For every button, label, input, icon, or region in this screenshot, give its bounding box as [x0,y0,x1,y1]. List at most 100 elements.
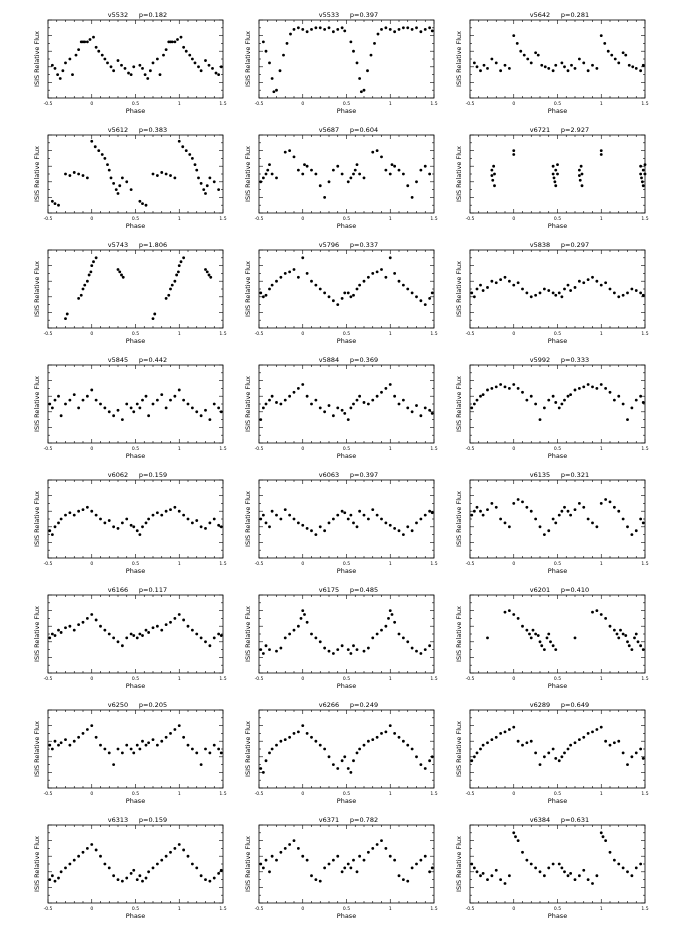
data-point [512,725,516,729]
data-point [77,735,81,739]
data-point [301,724,305,727]
data-point [182,848,186,852]
data-point [283,150,287,154]
data-point [323,866,327,870]
data-point [586,878,590,881]
data-point [406,525,410,529]
data-point [99,402,102,406]
data-point [292,155,296,159]
data-point [292,27,296,31]
data-point [490,502,494,505]
data-point [591,63,594,67]
data-point [217,406,221,410]
data-point [107,866,111,870]
panel-star-id: v5743 [108,241,128,249]
data-point [279,402,283,406]
data-point [343,866,347,870]
data-point [197,176,200,180]
data-point [147,870,151,874]
data-point [261,771,265,774]
data-point [401,533,405,536]
data-point [59,414,63,418]
data-point [349,866,353,870]
x-axis-label: Phase [337,797,356,805]
data-point [475,870,479,874]
data-point [283,508,287,512]
data-point [362,743,366,747]
data-point [534,51,538,55]
panel-period: p=0.249 [350,701,378,709]
x-tick-label: 0.5 [132,676,139,682]
data-point [336,854,340,858]
data-point [371,398,375,402]
data-point [362,279,366,283]
data-point [283,398,287,402]
data-point [327,404,331,407]
panel-period: p=0.337 [350,241,378,249]
data-point [380,732,383,735]
data-point [366,646,370,650]
x-tick-label: 1 [178,561,181,567]
data-point [197,65,200,69]
data-point [132,410,136,414]
data-point [114,188,118,191]
data-point [566,394,570,398]
data-point [621,866,625,870]
data-point [264,759,268,763]
data-point [48,636,52,640]
panel-period: p=0.383 [139,126,167,134]
data-point [170,283,174,287]
data-point [72,739,76,743]
x-tick-label: 1.5 [430,331,437,337]
data-point [186,402,190,406]
data-point [336,406,340,410]
data-point [608,500,612,504]
data-point [135,636,139,640]
panel-star-id: v5642 [530,11,550,19]
data-point [204,59,207,62]
x-axis-label: Phase [548,452,567,460]
data-point [486,66,489,70]
data-point [92,35,95,39]
data-point [89,270,93,274]
data-point [507,728,511,731]
data-point [81,398,85,402]
data-point [182,398,186,402]
data-point [275,88,278,92]
data-point [608,624,612,628]
data-point [358,172,362,176]
panel-star-id: v5845 [108,356,128,364]
data-point [430,755,434,759]
data-point [132,525,136,529]
panel-period: p=0.397 [350,11,378,19]
data-point [617,862,621,866]
data-point [423,406,427,410]
data-point [305,620,309,624]
data-point [327,755,331,759]
data-point [595,525,599,529]
data-point [514,835,517,839]
data-point [547,398,551,402]
data-point [208,521,212,525]
data-point [190,57,194,61]
data-point [314,283,318,287]
data-point [160,393,164,397]
x-tick-label: 1.5 [430,676,437,682]
x-tick-label: 1.5 [430,101,437,107]
panel-star-id: v6721 [530,126,550,134]
data-point [279,850,283,854]
data-point [57,628,60,632]
data-point [219,410,223,414]
data-point [641,521,645,525]
data-point [323,196,327,199]
y-axis-label: ISIS Relative Flux [455,31,463,87]
data-point [164,623,168,627]
data-point [569,743,573,747]
data-point [641,184,645,188]
data-point [118,270,122,274]
data-point [164,854,168,858]
data-point [94,256,98,260]
data-point [340,759,344,763]
data-point [423,27,427,31]
data-point [349,406,353,410]
